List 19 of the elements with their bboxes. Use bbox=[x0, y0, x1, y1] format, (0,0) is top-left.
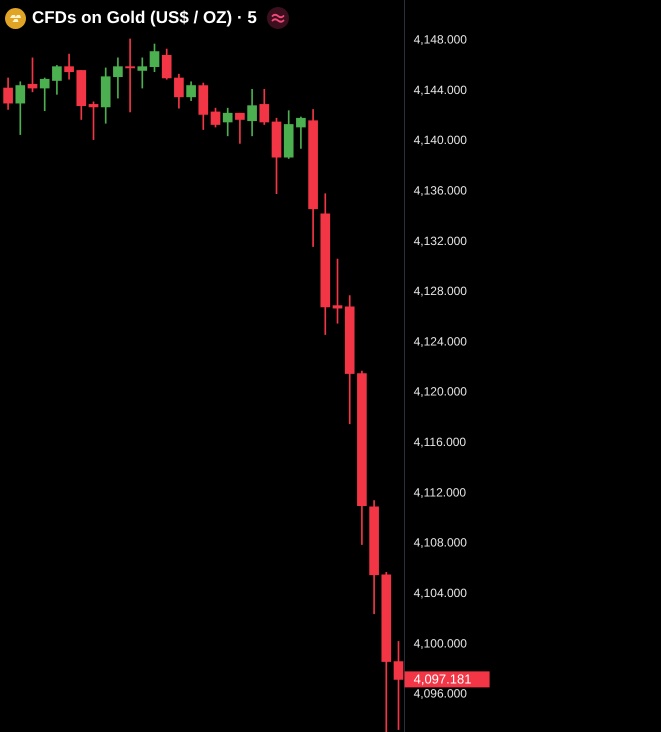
y-tick-label: 4,096.000 bbox=[414, 686, 468, 701]
y-tick-label: 4,148.000 bbox=[414, 32, 468, 47]
y-tick-label: 4,104.000 bbox=[414, 586, 468, 600]
y-tick-label: 4,124.000 bbox=[414, 334, 468, 348]
y-tick-label: 4,144.000 bbox=[414, 82, 468, 97]
candlestick bbox=[28, 58, 38, 92]
y-tick-label: 4,116.000 bbox=[414, 435, 466, 450]
y-tick-label: 4,120.000 bbox=[414, 384, 468, 399]
y-tick-label: 4,132.000 bbox=[414, 234, 468, 248]
y-tick-label: 4,100.000 bbox=[414, 636, 468, 650]
candlestick bbox=[88, 102, 98, 140]
y-tick-label: 4,140.000 bbox=[414, 133, 468, 148]
y-tick-label: 4,128.000 bbox=[414, 284, 468, 298]
y-tick-label: 4,112.000 bbox=[414, 485, 466, 500]
candlestick bbox=[332, 258, 342, 324]
text: 4,097.181 bbox=[414, 671, 472, 686]
y-tick-label: 4,136.000 bbox=[414, 183, 468, 198]
text: CFDs on Gold (US$ / OZ) · 5 bbox=[32, 7, 257, 29]
y-tick-label: 4,108.000 bbox=[414, 536, 468, 550]
